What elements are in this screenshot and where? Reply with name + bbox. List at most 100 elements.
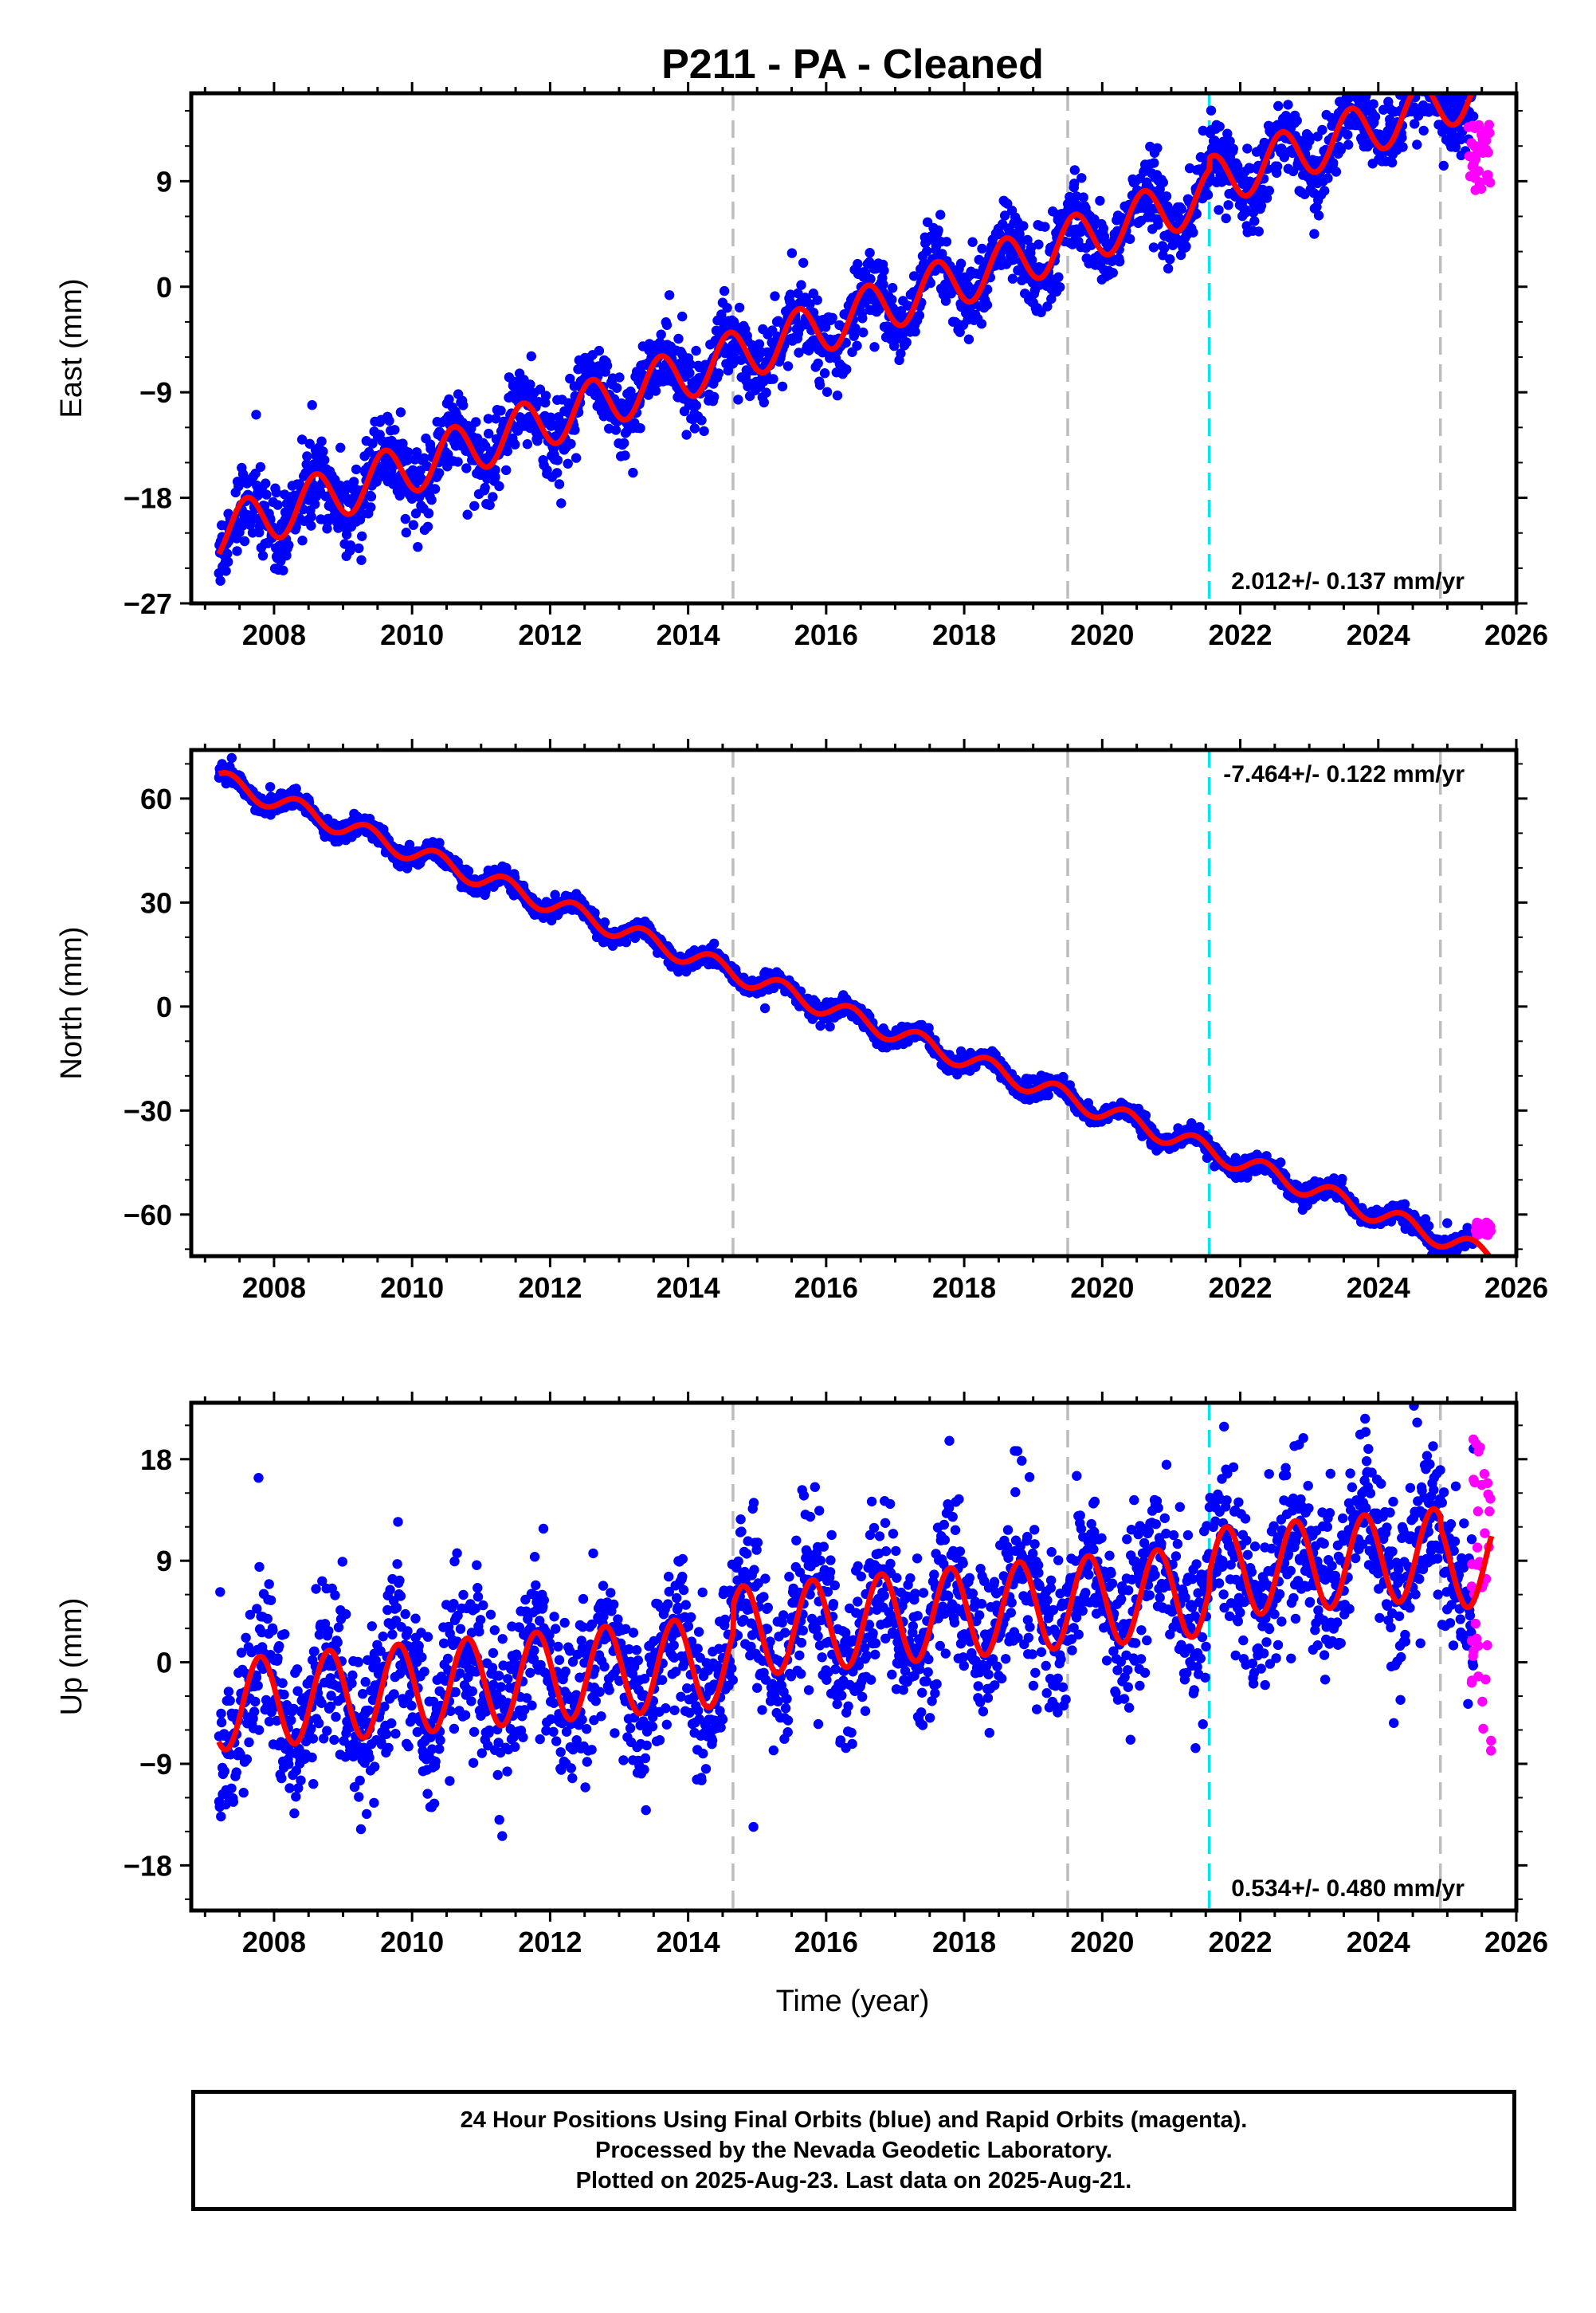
final-orbit-point — [1055, 282, 1065, 293]
final-orbit-point — [1421, 48, 1430, 57]
final-orbit-point — [673, 333, 684, 344]
final-orbit-point — [1415, 78, 1425, 88]
x-tick-label: 2024 — [1347, 619, 1410, 651]
final-orbit-point — [265, 782, 276, 792]
final-orbit-point — [367, 438, 378, 449]
final-orbit-point — [1407, 73, 1417, 82]
final-orbit-point — [1346, 67, 1355, 77]
final-orbit-point — [999, 210, 1010, 221]
final-orbit-point — [1427, 81, 1437, 91]
final-orbit-point — [1276, 1157, 1286, 1168]
final-orbit-point — [1272, 161, 1283, 171]
final-orbit-point — [1225, 136, 1235, 147]
final-orbit-point — [628, 467, 638, 478]
final-orbit-point — [1069, 165, 1080, 175]
final-orbit-point — [1408, 52, 1418, 61]
final-orbit-point — [1022, 234, 1033, 245]
final-orbit-point — [1043, 1090, 1053, 1101]
rapid-orbit-point — [1473, 166, 1484, 176]
final-orbit-point — [850, 323, 861, 334]
final-orbit-point — [426, 495, 437, 505]
final-orbit-point — [955, 258, 967, 269]
final-orbit-point — [621, 937, 632, 948]
final-orbit-point — [677, 311, 688, 322]
plot-area — [214, 41, 1496, 586]
final-orbit-point — [306, 512, 316, 522]
final-orbit-point — [1386, 157, 1398, 168]
final-orbit-point — [1256, 200, 1267, 211]
final-orbit-point — [761, 387, 771, 398]
final-orbit-point — [345, 540, 356, 551]
final-orbit-point — [1429, 76, 1439, 85]
final-orbit-point — [1033, 239, 1044, 249]
final-orbit-point — [1283, 100, 1293, 110]
final-orbit-point — [444, 394, 454, 405]
final-orbit-point — [542, 465, 552, 476]
final-orbit-point — [908, 271, 920, 281]
final-orbit-point — [1040, 222, 1050, 232]
final-orbit-point — [1152, 143, 1163, 153]
final-orbit-point — [1335, 144, 1347, 155]
final-orbit-point — [1161, 191, 1172, 202]
final-orbit-point — [310, 499, 320, 509]
final-orbit-point — [1405, 69, 1414, 79]
final-orbit-point — [1108, 268, 1119, 278]
final-orbit-point — [1408, 77, 1418, 87]
final-orbit-point — [805, 299, 815, 309]
final-orbit-point — [1188, 227, 1198, 238]
final-orbit-point — [239, 536, 250, 547]
final-orbit-point — [858, 327, 869, 338]
final-orbit-point — [709, 938, 720, 949]
velocity-label: 2.012+/- 0.137 mm/yr — [1231, 568, 1465, 595]
final-orbit-point — [297, 536, 308, 546]
final-orbit-point — [400, 513, 410, 524]
final-orbit-point — [935, 210, 946, 220]
final-orbit-point — [335, 442, 346, 453]
final-orbit-point — [734, 302, 745, 313]
panel-1: 2008 2010 2012 2014 2016 2018 2020 2022 2024 2026… — [55, 41, 1548, 651]
final-orbit-point — [1429, 70, 1439, 80]
final-orbit-point — [395, 407, 406, 418]
final-orbit-point — [366, 502, 376, 512]
final-orbit-point — [1346, 62, 1355, 72]
final-orbit-point — [429, 484, 441, 494]
final-orbit-point — [982, 284, 993, 295]
final-orbit-point — [691, 400, 701, 410]
final-orbit-point — [813, 358, 823, 369]
final-orbit-point — [1349, 41, 1359, 51]
final-orbit-point — [1425, 81, 1435, 91]
final-orbit-point — [1428, 72, 1437, 81]
final-orbit-point — [1288, 76, 1297, 85]
final-orbit-point — [1436, 47, 1445, 57]
final-orbit-point — [1422, 68, 1432, 77]
final-orbit-point — [888, 283, 898, 293]
final-orbit-point — [852, 340, 862, 351]
final-orbit-point — [650, 386, 661, 396]
final-orbit-point — [443, 450, 453, 460]
final-orbit-point — [681, 430, 692, 440]
final-orbit-point — [232, 546, 242, 556]
final-orbit-point — [684, 367, 695, 379]
rapid-orbit-point — [1466, 138, 1476, 148]
final-orbit-point — [933, 225, 943, 236]
final-orbit-point — [1343, 129, 1353, 140]
final-orbit-point — [226, 752, 237, 764]
final-orbit-point — [922, 246, 932, 257]
final-orbit-point — [223, 556, 233, 567]
final-orbit-point — [221, 566, 231, 576]
rapid-orbit-point — [1477, 133, 1488, 144]
final-orbit-point — [664, 290, 675, 300]
final-orbit-point — [713, 368, 724, 379]
final-orbit-point — [1340, 69, 1350, 78]
final-orbit-point — [1140, 1110, 1151, 1121]
final-orbit-point — [1410, 63, 1420, 73]
final-orbit-point — [1328, 158, 1339, 168]
final-orbit-point — [563, 458, 573, 469]
final-orbit-point — [351, 464, 362, 475]
y-axis-label: East (mm) — [55, 278, 88, 418]
final-orbit-point — [754, 339, 765, 349]
x-tick-label: 2014 — [657, 619, 720, 651]
final-orbit-point — [402, 454, 413, 465]
final-orbit-point — [510, 439, 520, 450]
final-orbit-point — [1181, 241, 1191, 252]
